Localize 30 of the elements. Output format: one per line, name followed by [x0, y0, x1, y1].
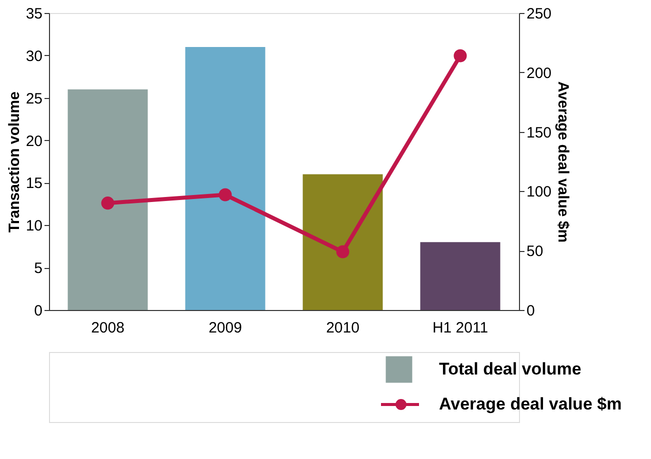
- y2-axis-title: Average deal value $m: [554, 81, 572, 243]
- y-axis-title: Transaction volume: [6, 92, 23, 232]
- x-tick-label: 2009: [208, 320, 242, 336]
- y-tick-label: 0: [34, 302, 42, 320]
- y-tick-label: 20: [26, 132, 42, 150]
- bar: [68, 89, 148, 310]
- y2-tick-label: 250: [526, 6, 552, 22]
- x-tick-label: 2008: [91, 320, 124, 336]
- y-tick-label: 30: [26, 48, 42, 65]
- bar: [185, 46, 266, 310]
- legend-label: Total deal volume: [439, 360, 582, 378]
- legend-label: Average deal value $m: [439, 394, 622, 414]
- y2-tick-label: 100: [526, 184, 552, 201]
- y2-tick-label: 0: [526, 302, 535, 320]
- y-tick-label: 5: [34, 260, 42, 278]
- point: [218, 188, 232, 202]
- point: [336, 245, 350, 258]
- y2-tick-label: 50: [526, 243, 544, 260]
- bar: [302, 174, 383, 310]
- y2-tick-label: 200: [526, 64, 552, 82]
- x-tick-label: 2010: [326, 320, 360, 336]
- y2-tick-label: 150: [526, 124, 552, 142]
- bar: [420, 242, 500, 310]
- y-tick-label: 35: [26, 6, 42, 22]
- x-tick-label: H1 2011: [432, 320, 488, 336]
- y-tick-label: 15: [26, 175, 42, 192]
- y-tick-label: 25: [26, 90, 42, 108]
- point: [101, 196, 114, 210]
- y-tick-label: 10: [26, 218, 42, 235]
- point: [454, 49, 467, 62]
